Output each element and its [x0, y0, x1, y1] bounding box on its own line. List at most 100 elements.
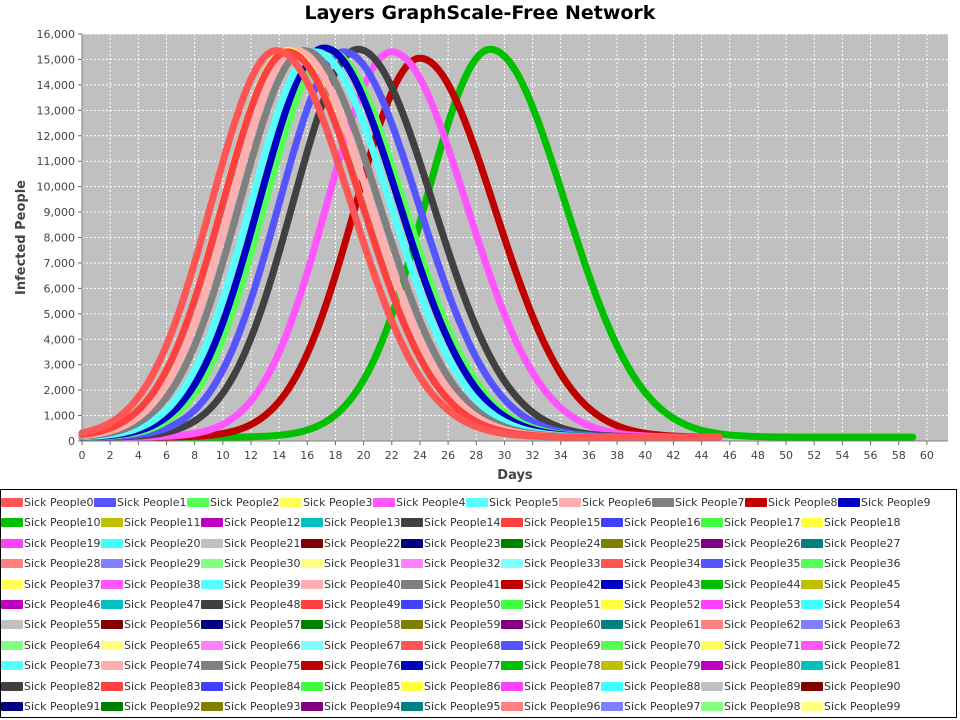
legend-label: Sick People47: [124, 598, 201, 611]
legend-swatch: [701, 518, 723, 528]
legend-label: Sick People79: [624, 659, 701, 673]
legend-swatch: [801, 600, 823, 609]
legend-label: Sick People84: [224, 679, 301, 693]
x-axis-label: Days: [497, 468, 533, 483]
legend-label: Sick People18: [824, 516, 901, 530]
legend-swatch: [301, 702, 323, 711]
legend-swatch: [501, 559, 523, 569]
x-tick-label: 54: [835, 449, 849, 462]
legend-label: Sick People50: [424, 598, 501, 611]
legend-label: Sick People82: [24, 679, 101, 693]
legend-swatch: [801, 661, 823, 671]
legend-label: Sick People46: [24, 598, 101, 611]
legend-label: Sick People60: [524, 618, 601, 632]
legend-swatch: [301, 579, 323, 589]
legend-swatch: [801, 640, 823, 650]
legend-swatch: [201, 661, 223, 671]
legend-label: Sick People34: [624, 557, 701, 571]
legend-swatch: [101, 538, 123, 548]
legend-label: Sick People43: [624, 577, 701, 591]
legend-label: Sick People61: [624, 618, 701, 632]
y-tick-label: 0: [68, 435, 75, 448]
legend-swatch: [101, 681, 123, 691]
legend-label: Sick People57: [224, 618, 301, 632]
legend-label: Sick People40: [324, 577, 401, 591]
legend-label: Sick People75: [224, 659, 301, 673]
legend-swatch: [201, 579, 223, 589]
legend-label: Sick People78: [524, 659, 601, 673]
legend-swatch: [401, 661, 423, 671]
legend-swatch: [301, 559, 323, 569]
x-tick-label: 14: [272, 449, 286, 462]
legend-swatch: [187, 498, 209, 507]
legend-label: Sick People27: [824, 536, 901, 550]
legend-label: Sick People11: [124, 516, 201, 530]
legend-swatch: [701, 538, 723, 548]
axes: 0 2 4 6 8 10 12 14 16 18 20 22 24 26 28 30 32 34 36 38 40 42 4…: [37, 28, 948, 462]
legend-swatch: [601, 681, 623, 691]
legend-swatch: [401, 600, 423, 609]
legend-swatch: [101, 661, 123, 671]
legend-swatch: [601, 702, 623, 711]
legend-label: Sick People10: [24, 516, 101, 530]
x-tick-label: 44: [695, 449, 709, 462]
legend-swatch: [1, 498, 23, 507]
legend-label: Sick People7: [675, 496, 745, 509]
legend-swatch: [280, 498, 302, 507]
legend-label: Sick People32: [424, 557, 501, 571]
legend-label: Sick People26: [724, 536, 801, 550]
legend-swatch: [301, 538, 323, 548]
x-tick-label: 4: [135, 449, 142, 462]
legend-label: Sick People21: [224, 536, 301, 550]
legend-label: Sick People29: [124, 557, 201, 571]
legend-label: Sick People76: [324, 659, 401, 673]
legend-label: Sick People28: [24, 557, 101, 571]
legend-label: Sick People19: [24, 536, 101, 550]
x-tick-label: 50: [779, 449, 793, 462]
legend-swatch: [801, 702, 823, 711]
y-tick-label: 1,000: [44, 410, 76, 423]
legend-label: Sick People48: [224, 598, 301, 611]
y-tick-label: 9,000: [44, 206, 76, 219]
legend-label: Sick People86: [424, 679, 501, 693]
legend-swatch: [601, 518, 623, 528]
legend-label: Sick People20: [124, 536, 201, 550]
x-tick-label: 6: [163, 449, 170, 462]
legend-swatch: [301, 600, 323, 609]
legend-label: Sick People89: [724, 679, 801, 693]
legend-swatch: [1, 620, 23, 630]
x-tick-label: 38: [610, 449, 624, 462]
x-tick-label: 8: [191, 449, 198, 462]
legend-label: Sick People90: [824, 679, 901, 693]
legend-swatch: [701, 681, 723, 691]
legend-swatch: [1, 661, 23, 671]
legend-label: Sick People22: [324, 536, 401, 550]
x-tick-label: 12: [244, 449, 258, 462]
legend-label: Sick People67: [324, 638, 401, 652]
legend-label: Sick People66: [224, 638, 301, 652]
x-tick-label: 56: [864, 449, 878, 462]
x-tick-label: 46: [723, 449, 737, 462]
legend-swatch: [1, 681, 23, 691]
x-tick-label: 24: [413, 449, 427, 462]
legend-swatch: [1, 600, 23, 609]
legend-label: Sick People37: [24, 577, 101, 591]
legend-label: Sick People30: [224, 557, 301, 571]
series-lines: [78, 44, 917, 441]
legend-swatch: [401, 579, 423, 589]
x-tick-label: 0: [79, 449, 86, 462]
legend-label: Sick People95: [424, 700, 501, 713]
legend-label: Sick People71: [724, 638, 801, 652]
y-tick-label: 7,000: [44, 257, 76, 270]
legend-swatch: [801, 579, 823, 589]
legend-label: Sick People31: [324, 557, 401, 571]
y-tick-label: 12,000: [37, 130, 76, 143]
legend-swatch: [838, 498, 860, 507]
legend-swatch: [101, 579, 123, 589]
legend-swatch: [601, 600, 623, 609]
legend-label: Sick People2: [210, 496, 280, 509]
legend-label: Sick People91: [24, 700, 101, 713]
x-tick-label: 18: [328, 449, 342, 462]
legend-swatch: [201, 600, 223, 609]
legend-swatch: [501, 518, 523, 528]
